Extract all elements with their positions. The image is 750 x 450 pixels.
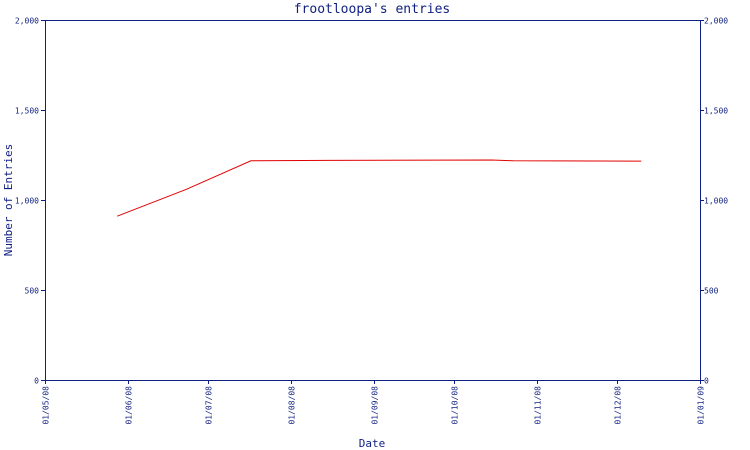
x-tick-label: 01/09/08 — [371, 386, 380, 425]
y-tick-label-left: 0 — [34, 377, 39, 386]
y-tick-label-right: 0 — [704, 377, 709, 386]
x-tick-label: 01/11/08 — [534, 386, 543, 425]
y-tick-label-right: 1,500 — [704, 107, 728, 116]
x-tick-label: 01/01/09 — [697, 386, 706, 425]
y-tick-label-left: 1,500 — [15, 107, 39, 116]
y-tick-label-right: 500 — [704, 287, 719, 296]
y-tick-label-left: 500 — [25, 287, 40, 296]
y-tick-label-right: 1,000 — [704, 197, 728, 206]
x-tick-label: 01/07/08 — [205, 386, 214, 425]
x-axis: 01/05/08 01/06/08 01/07/08 01/08/08 01/09/08… — [42, 380, 706, 425]
x-tick-label: 01/12/08 — [614, 386, 623, 425]
x-tick-label: 01/05/08 — [42, 386, 51, 425]
y-axis-left: 0 500 1,000 1,500 2,000 — [15, 17, 45, 386]
x-axis-label: Date — [359, 437, 386, 450]
x-tick-label: 01/10/08 — [451, 386, 460, 425]
series-layer — [117, 159, 642, 217]
y-tick-label-left: 2,000 — [15, 17, 39, 26]
series-line-0 — [117, 159, 642, 217]
y-tick-label-left: 1,000 — [15, 197, 39, 206]
plot-area-frame — [45, 20, 701, 381]
y-tick-label-right: 2,000 — [704, 17, 728, 26]
chart-title: frootloopa's entries — [294, 2, 451, 17]
x-tick-label: 01/08/08 — [288, 386, 297, 425]
y-axis-label: Number of Entries — [2, 144, 15, 257]
y-axis-right: 0 500 1,000 1,500 2,000 — [700, 17, 728, 386]
x-tick-label: 01/06/08 — [125, 386, 134, 425]
